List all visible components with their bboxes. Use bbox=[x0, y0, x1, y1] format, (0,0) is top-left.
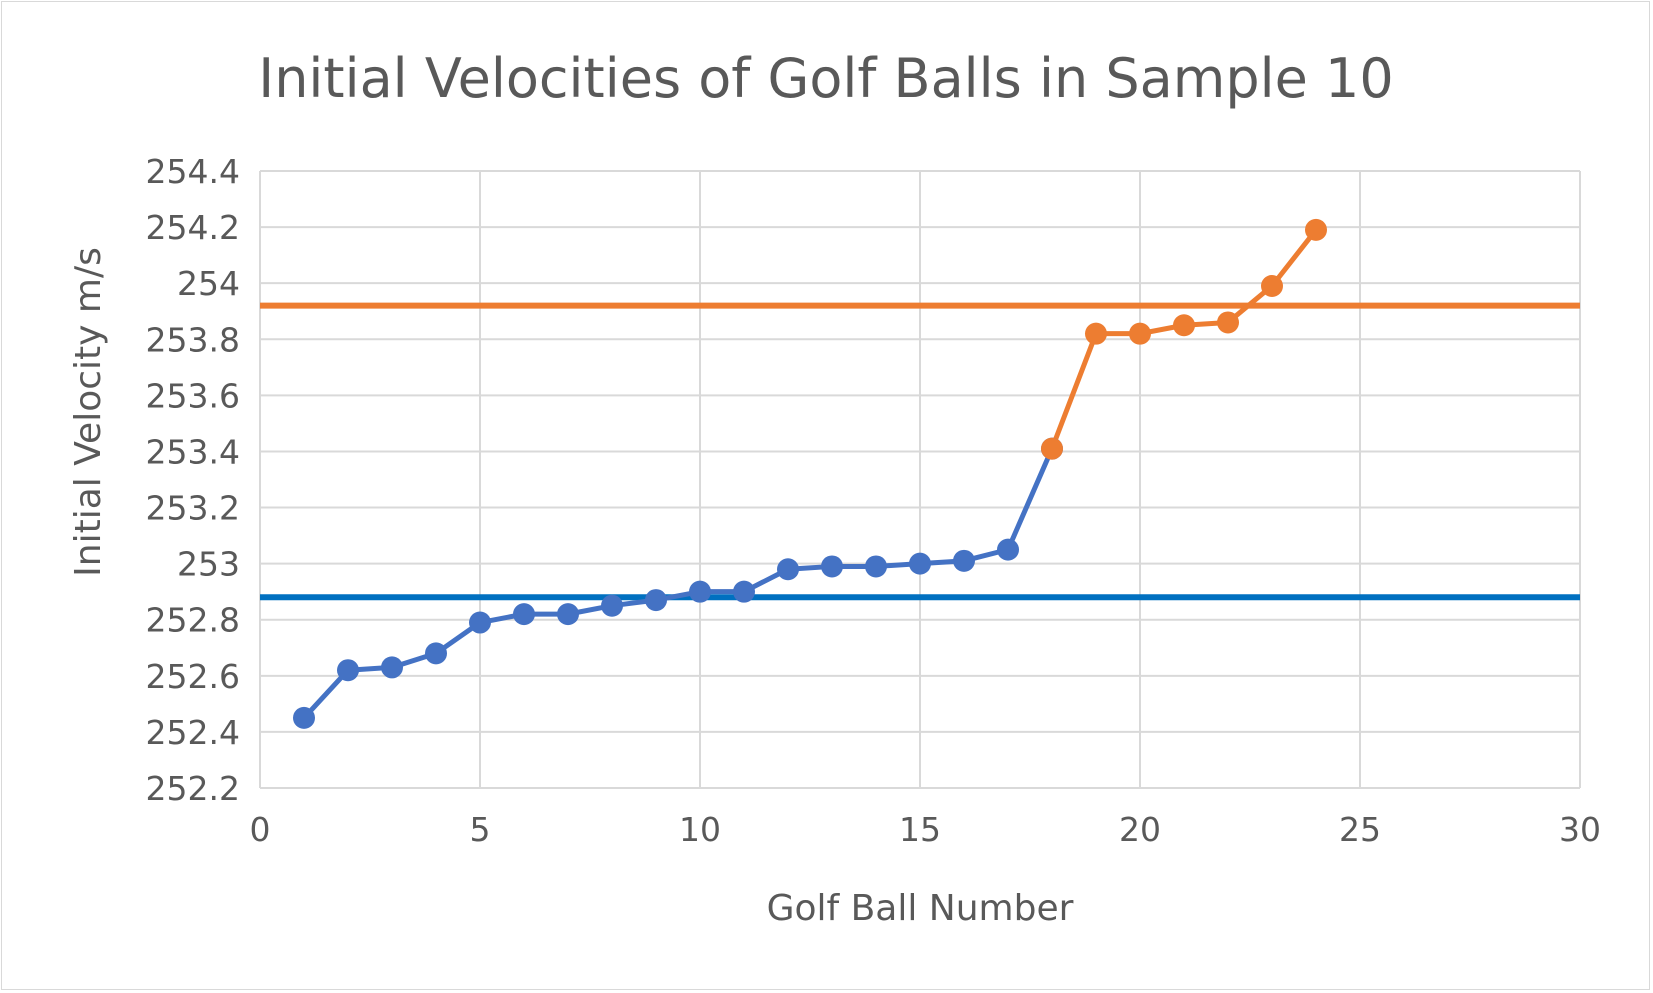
y-tick-label: 253.6 bbox=[146, 376, 240, 415]
data-point bbox=[337, 659, 359, 682]
series-line bbox=[302, 447, 1055, 720]
data-point bbox=[425, 642, 447, 665]
y-tick-label: 252.8 bbox=[146, 601, 240, 640]
y-tick-label: 252.2 bbox=[146, 769, 240, 808]
data-point bbox=[1129, 322, 1151, 345]
series-group bbox=[293, 218, 1327, 729]
data-point bbox=[469, 611, 491, 634]
tick-labels: 252.2 252.4 252.6 252.8 253 253.2 253.4 253.6 25… bbox=[146, 152, 1601, 849]
x-tick-label: 30 bbox=[1559, 810, 1601, 849]
y-tick-label: 253.8 bbox=[146, 320, 240, 359]
data-point bbox=[953, 549, 975, 572]
x-tick-label: 5 bbox=[470, 810, 491, 849]
data-point bbox=[865, 555, 887, 578]
data-point bbox=[1305, 218, 1327, 241]
y-tick-label: 253.2 bbox=[146, 489, 240, 528]
data-point bbox=[645, 589, 667, 612]
data-point bbox=[601, 594, 623, 617]
chart-title: Initial Velocities of Golf Balls in Samp… bbox=[258, 47, 1393, 110]
y-tick-label: 252.4 bbox=[146, 713, 240, 752]
y-tick-label: 254 bbox=[177, 264, 240, 303]
x-axis-title: Golf Ball Number bbox=[767, 888, 1074, 929]
y-tick-label: 254.4 bbox=[146, 152, 240, 191]
data-point bbox=[557, 603, 579, 626]
data-point bbox=[733, 580, 755, 603]
y-tick-label: 253 bbox=[177, 545, 240, 584]
grid bbox=[259, 170, 1581, 789]
data-point bbox=[909, 552, 931, 575]
data-point bbox=[381, 656, 403, 679]
data-point bbox=[689, 580, 711, 603]
reference-lines bbox=[260, 302, 1580, 601]
data-point bbox=[1085, 322, 1107, 345]
y-tick-label: 254.2 bbox=[146, 208, 240, 247]
y-tick-label: 252.6 bbox=[146, 657, 240, 696]
y-axis-title: Initial Velocity m/s bbox=[68, 247, 109, 577]
data-point bbox=[1041, 437, 1063, 460]
data-point bbox=[1261, 274, 1283, 297]
x-tick-label: 15 bbox=[899, 810, 941, 849]
x-tick-label: 20 bbox=[1119, 810, 1161, 849]
data-point bbox=[777, 558, 799, 581]
data-point bbox=[1173, 314, 1195, 337]
x-tick-label: 10 bbox=[679, 810, 721, 849]
x-tick-label: 25 bbox=[1339, 810, 1381, 849]
data-point bbox=[513, 603, 535, 626]
data-point bbox=[293, 706, 315, 729]
data-point bbox=[1217, 311, 1239, 334]
x-tick-label: 0 bbox=[250, 810, 271, 849]
data-point bbox=[997, 538, 1019, 561]
y-tick-label: 253.4 bbox=[146, 432, 240, 471]
data-point bbox=[821, 555, 843, 578]
